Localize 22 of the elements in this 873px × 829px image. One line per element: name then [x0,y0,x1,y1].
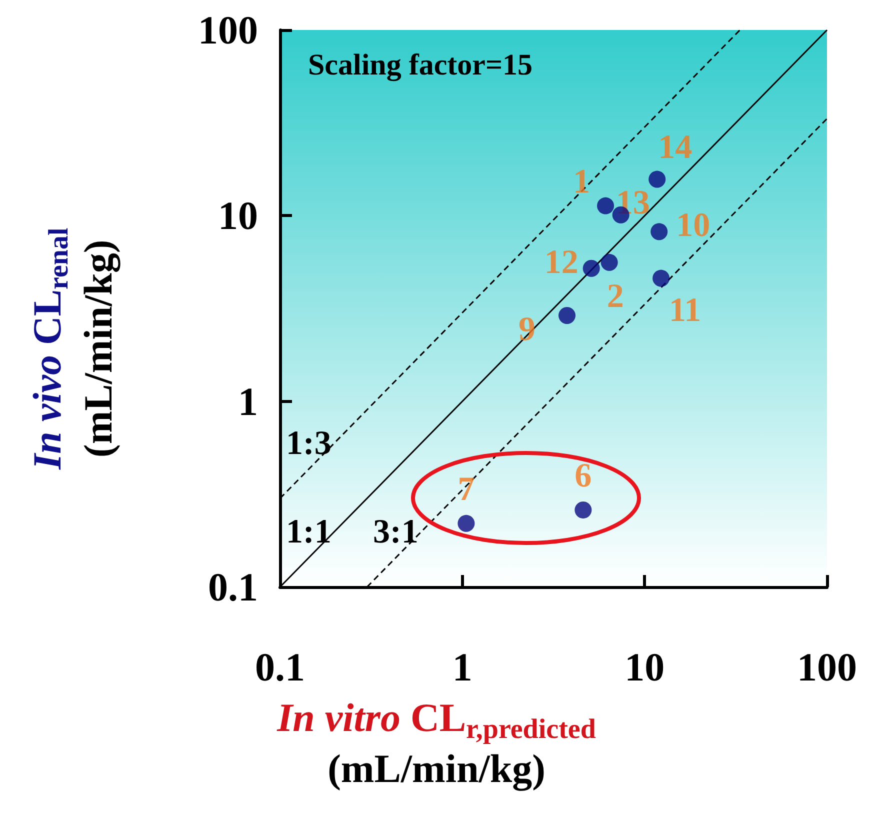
annotation: 14 [658,128,692,166]
y-tick-label: 100 [198,8,258,52]
x-axis-title: In vitro CL$_{r,predicted}$ (mL/min/kg) [276,695,597,792]
annotation: 7 [458,470,475,508]
x-tick-label: 1 [452,644,472,690]
x-tick-label: 0.1 [255,644,305,690]
y-tick-label: 1 [238,378,258,424]
series-label: 1:1 [286,514,332,550]
x-tick-label: 100 [797,644,857,690]
annotation: 11 [668,292,702,329]
x-tick-label: 10 [624,644,665,690]
annotation: 12 [544,244,578,281]
annotation: 10 [676,207,710,244]
annotation: 13 [616,184,650,222]
annotation: Scaling factor=15 [308,48,533,82]
annotation: 1 [573,163,590,200]
annotation: 2 [606,278,624,315]
y-tick-label: 10 [218,193,258,238]
annotation: 6 [574,457,592,494]
series-label: 3:1 [372,514,418,550]
y-tick-label: 0.1 [208,564,258,610]
series-label: 1:3 [286,424,332,462]
